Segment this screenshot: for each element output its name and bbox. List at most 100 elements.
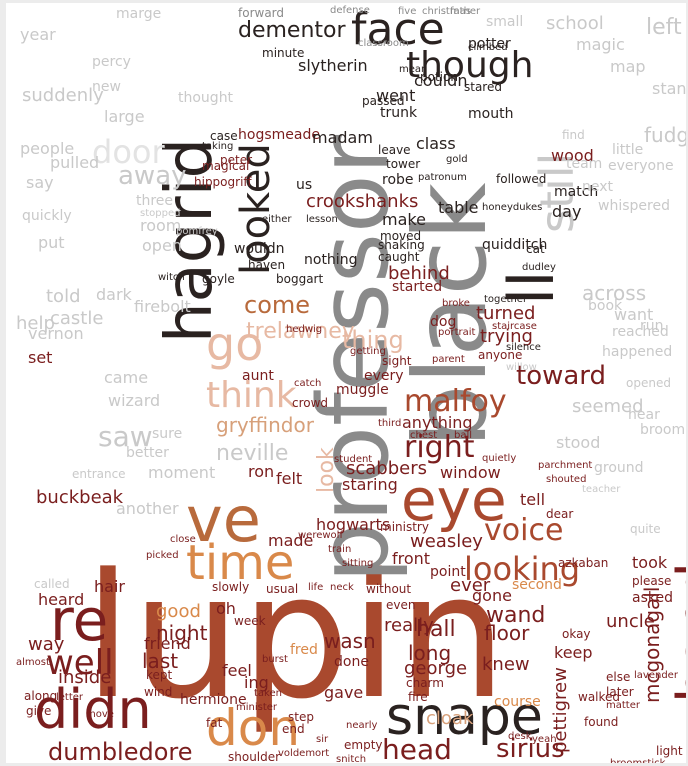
word-teacher: teacher [582,484,621,495]
word-called: called [34,577,70,591]
word-buckbeak: buckbeak [36,487,124,508]
word-burst: burst [262,654,288,665]
word-wouldn: wouldn [234,241,285,257]
word-well: well [46,643,114,683]
word-third: third [378,418,402,429]
word-boggart: boggart [276,272,324,286]
word-together: together [484,294,528,305]
word-day: day [552,202,582,221]
word-turned: turned [476,303,536,324]
word-across: across [582,281,647,305]
word-re: re [50,586,109,654]
word-door: door [92,133,165,171]
word-taking: taking [202,141,234,152]
word-haven: haven [248,258,286,272]
word-azkaban: azkaban [558,556,609,570]
word-eye: eye [401,466,507,534]
word-george: george [404,658,468,679]
word-potter: potter [468,36,511,52]
word-wind: wind [144,685,173,699]
word-made: made [268,531,314,550]
word-knew: knew [482,654,530,675]
word-pulled: pulled [50,153,100,172]
word-firebolt: firebolt [134,297,191,316]
word-happened: happened [602,344,673,360]
word-witch: witch [158,272,185,283]
word-team: team [566,156,603,172]
word-hand: hand [666,562,686,703]
word-keep: keep [554,643,593,662]
word-parent: parent [432,354,465,365]
word-leave: leave [378,143,411,157]
word-voldemort: voldemort [278,748,330,759]
word-passed: passed [362,94,405,108]
word-robe: robe [382,172,414,188]
word-portrait: portrait [438,327,476,338]
word-face: face [351,4,445,55]
word-entrance: entrance [72,467,126,481]
word-magic: magic [576,35,625,54]
word-quidditch: quidditch [482,237,548,253]
word-hall: hall [416,617,456,642]
word-heard: heard [38,590,85,609]
word-madam: madam [312,128,373,147]
word-matter: matter [606,700,640,711]
word-nothing: nothing [304,252,358,268]
word-new: new [92,79,121,95]
word-marge: marge [116,6,162,22]
word-every: every [364,368,404,384]
word-reached: reached [612,324,669,340]
word-couldn: couldn [414,71,468,90]
word-behind: behind [388,263,450,284]
word-stan: stan [652,79,686,98]
word-anything: anything [402,413,473,432]
word-stopped: stopped [140,208,181,219]
word-kept: kept [146,668,173,682]
word-time: time [186,535,295,591]
word-cloud: lupin professor black hagrid snape eye ve time r… [6,3,686,763]
word-asked: asked [632,590,673,606]
word-hippogriff: hippogriff [194,175,252,189]
word-come: come [244,291,311,319]
word-letter: letter [56,692,84,703]
word-minute: minute [262,46,305,60]
word-run: run [640,318,664,334]
word-crowd: crowd [292,396,329,410]
word-shoulder: shoulder [228,750,281,763]
word-toward: toward [516,361,607,391]
word-magical: magical [202,159,250,173]
word-put: put [38,233,65,252]
word-quietly: quietly [482,453,517,464]
word-parchment: parchment [538,460,593,471]
word-book: book [588,298,623,314]
word-please: please [632,574,672,588]
word-opened: opened [626,376,671,390]
word-honeydukes: honeydukes [482,202,543,213]
word-else: else [606,670,631,684]
word-give: give [26,704,52,718]
word-point: point [430,564,466,580]
word-fred: fred [290,642,318,658]
word-make: make [382,210,426,229]
word-anyone: anyone [478,348,523,362]
word-broomstick: broomstick [610,759,665,764]
word-go: go [206,317,264,371]
word-broke: broke [442,298,470,309]
word-three: three [136,193,174,209]
word-way: way [28,634,65,655]
word-front: front [392,549,431,568]
word-neck: neck [330,582,354,593]
word-forward: forward [238,6,285,20]
word-friend: friend [144,634,191,653]
word-dementor: dementor [238,18,346,43]
word-later: later [606,685,634,699]
word-christmas: christmas [422,6,471,17]
word-next: next [582,179,614,195]
word-felt: felt [276,469,303,488]
word-patronum: patronum [418,172,467,183]
word-found: found [584,715,619,729]
word-right: right [404,430,475,465]
word-vernon: vernon [28,324,84,343]
word-ing: ing [244,673,269,692]
word-peter: peter [220,153,253,167]
